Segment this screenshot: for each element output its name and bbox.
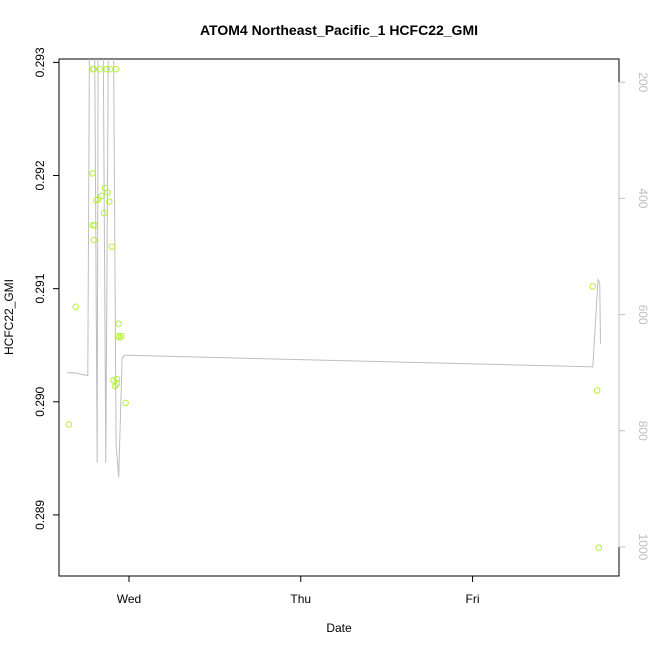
data-point: [110, 377, 117, 384]
y-tick-label: 0.292: [33, 160, 47, 190]
y2-tick-label: 400: [636, 188, 650, 208]
y-axis: 0.289 0.290 0.291 0.292 0.293: [33, 47, 60, 530]
data-point: [91, 222, 98, 229]
y2-tick-label: 600: [636, 305, 650, 325]
y-tick-label: 0.293: [33, 47, 47, 77]
pressure-line: [67, 59, 601, 478]
data-point: [98, 192, 105, 200]
data-point: [595, 544, 603, 552]
y-tick-label: 0.289: [33, 500, 47, 530]
data-point: [94, 196, 102, 203]
data-point: [72, 303, 79, 311]
data-point: [113, 380, 121, 388]
pressure-line-layer: [67, 59, 601, 478]
data-point: [113, 375, 121, 383]
data-point: [589, 283, 597, 290]
data-point: [90, 236, 98, 244]
x-axis-label: Date: [326, 621, 352, 635]
data-point: [100, 209, 108, 217]
y-axis-label: HCFC22_GMI: [2, 279, 16, 355]
x-tick-label: Wed: [117, 592, 141, 606]
chart-title: ATOM4 Northeast_Pacific_1 HCFC22_GMI: [200, 22, 478, 38]
data-point: [93, 197, 100, 204]
data-point: [115, 320, 122, 328]
data-point: [65, 421, 73, 428]
y2-axis: 200 400 600 800 1000: [618, 72, 650, 561]
y-tick-label: 0.291: [33, 273, 47, 303]
x-tick-label: Fri: [466, 592, 480, 606]
points-layer: [65, 65, 603, 552]
data-point: [116, 334, 123, 341]
data-point: [122, 399, 129, 407]
y2-tick-label: 800: [636, 421, 650, 441]
x-tick-label: Thu: [290, 592, 311, 606]
y2-tick-label: 1000: [636, 534, 650, 561]
plot-frame: [58, 58, 620, 577]
y2-tick-label: 200: [636, 72, 650, 92]
data-point: [108, 243, 116, 251]
data-point: [89, 170, 96, 177]
data-point: [105, 198, 113, 205]
data-point: [112, 65, 120, 73]
data-point: [103, 65, 110, 73]
data-point: [118, 332, 125, 340]
data-point: [593, 387, 601, 394]
x-axis: Wed Thu Fri: [117, 575, 480, 606]
y-tick-label: 0.290: [33, 386, 47, 416]
data-point: [104, 189, 111, 196]
data-point: [96, 65, 104, 73]
